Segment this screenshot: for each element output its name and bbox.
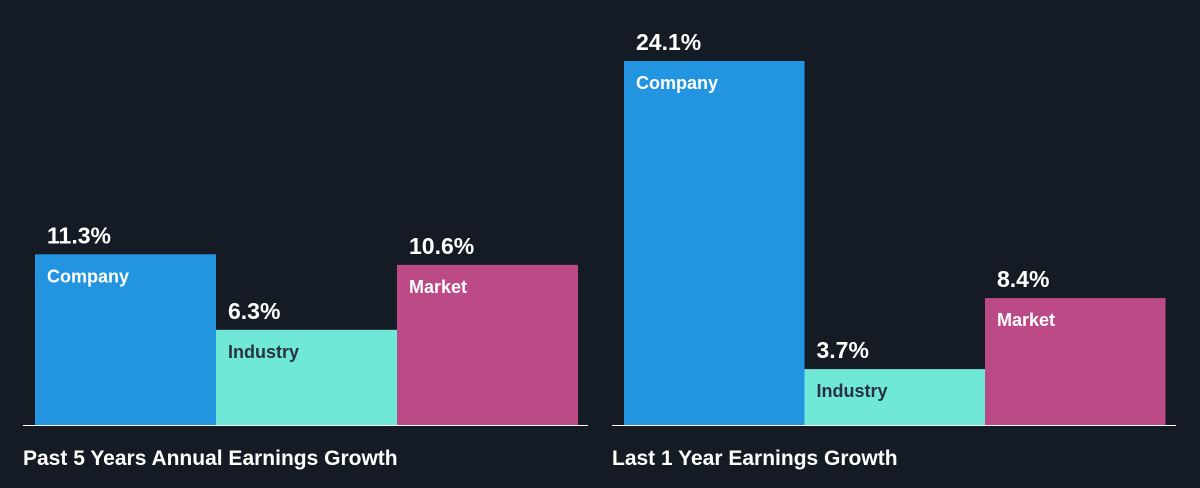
chart-title-past-5-years: Past 5 Years Annual Earnings Growth [23, 447, 398, 470]
value-label-market-past-5-years: 10.6% [409, 233, 474, 259]
chart-past-5-years: Past 5 Years Annual Earnings Growth Comp… [23, 222, 588, 470]
chart-title-last-1-year: Last 1 Year Earnings Growth [612, 447, 898, 470]
bar-market-past-5-years [397, 264, 578, 425]
bar-label-company-last-1-year: Company [636, 73, 718, 93]
chart-last-1-year: Last 1 Year Earnings Growth Company 24.1%… [612, 29, 1176, 470]
bar-label-market-last-1-year: Market [997, 310, 1055, 330]
bar-market-last-1-year [985, 298, 1166, 425]
value-label-industry-past-5-years: 6.3% [228, 298, 280, 324]
value-label-company-past-5-years: 11.3% [47, 222, 111, 248]
bar-company-last-1-year [624, 61, 805, 425]
bar-industry-last-1-year [804, 369, 985, 425]
value-label-industry-last-1-year: 3.7% [817, 337, 869, 363]
bar-industry-past-5-years [216, 329, 397, 425]
bar-label-industry-past-5-years: Industry [228, 342, 299, 362]
bar-label-industry-last-1-year: Industry [817, 381, 888, 401]
bar-label-company-past-5-years: Company [47, 266, 129, 286]
bar-label-market-past-5-years: Market [409, 277, 467, 297]
bar-company-past-5-years [35, 254, 216, 425]
value-label-company-last-1-year: 24.1% [636, 29, 701, 55]
value-label-market-last-1-year: 8.4% [997, 266, 1049, 292]
